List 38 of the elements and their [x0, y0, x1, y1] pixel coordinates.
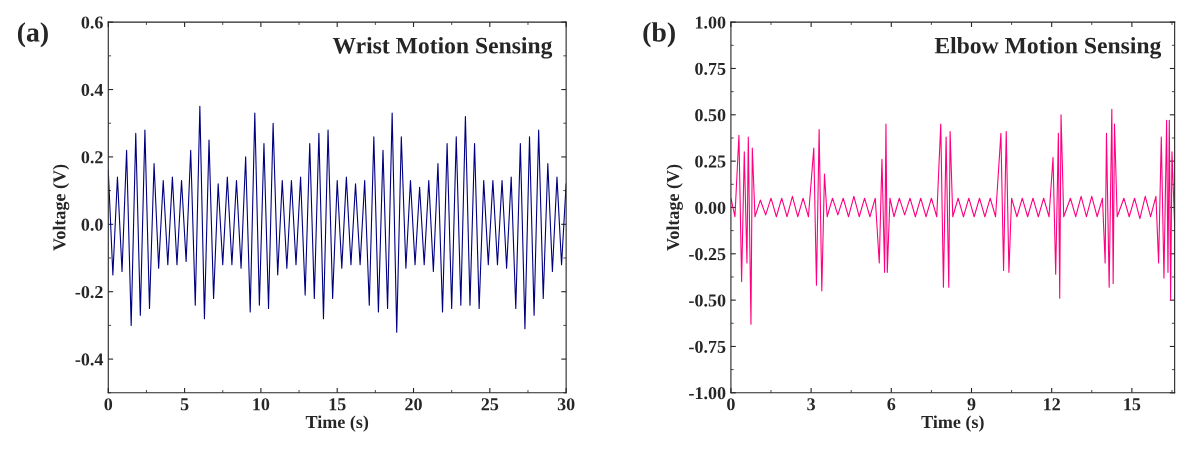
- y-tick-label: 0.00: [695, 201, 726, 214]
- y-tick-label: 0.75: [695, 62, 726, 75]
- x-axis-title: Time (s): [921, 415, 984, 432]
- y-tick-label: -0.4: [75, 353, 104, 366]
- x-tick-label: 0: [104, 398, 113, 411]
- x-tick-label: 0: [727, 398, 735, 411]
- text: Elbow Motion Sensing: [934, 36, 1162, 59]
- x-tick-label: 30: [557, 398, 575, 411]
- x-tick-label: 5: [180, 398, 189, 411]
- y-tick-label: 0.50: [695, 109, 726, 122]
- y-tick-label: -0.2: [75, 285, 103, 299]
- y-tick-label: -0.75: [689, 340, 726, 353]
- text: Wrist Motion Sensing: [332, 36, 553, 59]
- x-tick-label: 3: [807, 398, 816, 411]
- y-axis-title: Voltage (V): [52, 164, 70, 251]
- y-tick-label: 1.00: [695, 16, 726, 29]
- x-tick-label: 6: [887, 398, 896, 411]
- y-tick-label: 0.6: [81, 16, 103, 29]
- text: (b): [643, 22, 675, 48]
- y-tick-label: -0.50: [689, 294, 726, 307]
- x-tick-label: 25: [481, 398, 499, 411]
- y-tick-label: 0.4: [81, 83, 104, 97]
- y-tick-label: 0.2: [81, 151, 103, 164]
- text: (a): [17, 22, 48, 48]
- x-axis-title: Time (s): [305, 415, 369, 432]
- x-tick-label: 20: [405, 398, 422, 411]
- x-tick-label: 15: [329, 398, 346, 411]
- y-tick-label: -1.00: [689, 387, 726, 400]
- x-tick-label: 12: [1044, 398, 1060, 411]
- x-tick-label: 9: [967, 398, 976, 411]
- x-tick-label: 10: [253, 398, 270, 411]
- y-axis-title: Voltage (V): [666, 164, 683, 251]
- line-series: [730, 108, 1175, 325]
- line-series: [108, 105, 567, 333]
- y-tick-label: 0.0: [81, 218, 103, 231]
- x-tick-label: 15: [1124, 398, 1141, 411]
- y-tick-label: -0.25: [689, 248, 726, 261]
- y-tick-label: 0.25: [695, 155, 726, 168]
